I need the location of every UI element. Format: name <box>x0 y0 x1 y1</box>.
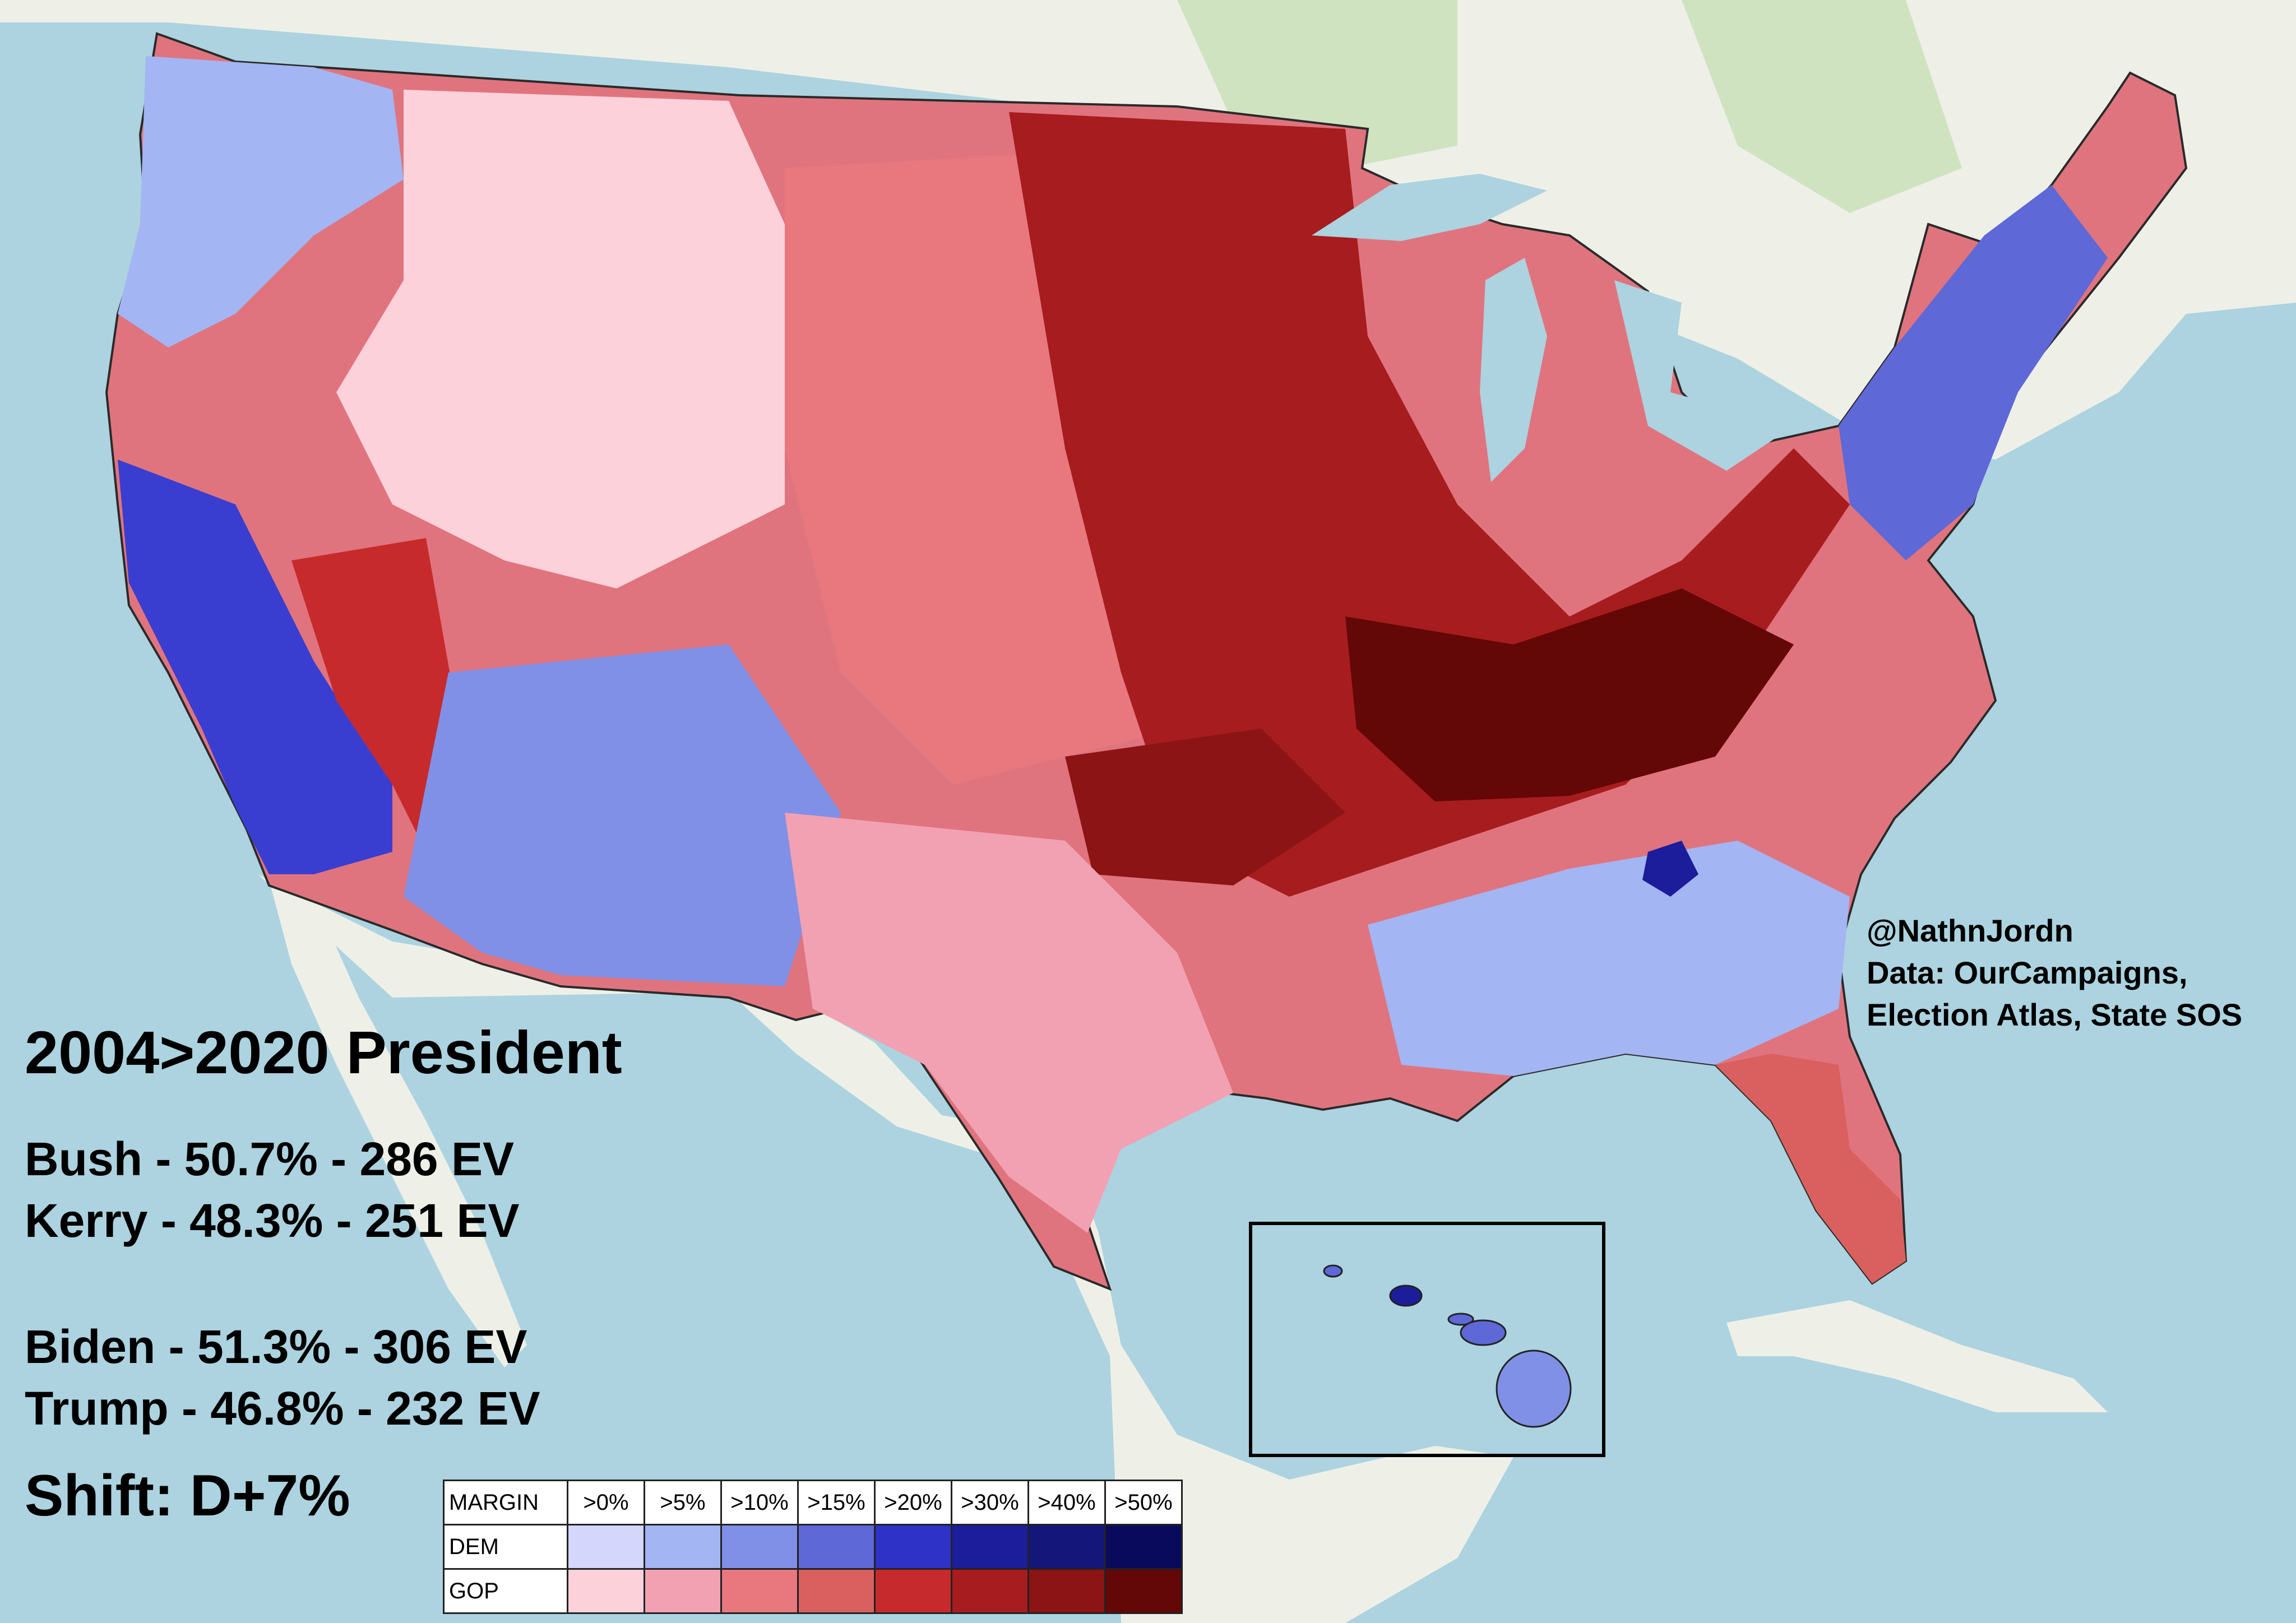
result-trump: Trump - 46.8% - 232 EV <box>25 1382 540 1435</box>
atlanta-dem-area <box>1642 841 1698 897</box>
legend-bin-label: >15% <box>797 1480 876 1525</box>
appalachia-deep-gop-region <box>1345 588 1794 801</box>
legend-swatch-dem <box>1104 1524 1183 1570</box>
legend-swatch-gop <box>874 1568 952 1614</box>
legend-bin-label: >40% <box>1027 1480 1106 1525</box>
pacific-northwest-dem-region <box>118 56 404 347</box>
result-biden: Biden - 51.3% - 306 EV <box>25 1320 527 1373</box>
legend-dem-row: DEM <box>443 1524 1183 1570</box>
mountain-west-region <box>336 90 785 588</box>
shift-summary: Shift: D+7% <box>25 1463 350 1528</box>
legend-swatch-gop <box>567 1568 645 1614</box>
legend-gop-row: GOP <box>443 1568 1183 1614</box>
nevada-gop-region <box>291 538 460 852</box>
legend-swatch-dem <box>644 1524 722 1570</box>
hawaii-islands <box>1323 1264 1572 1428</box>
margin-legend: MARGIN >0% >5% >10% >15% >20% >30% >40% … <box>443 1480 1183 1614</box>
legend-swatch-gop <box>1027 1568 1106 1614</box>
legend-dem-label: DEM <box>443 1524 568 1570</box>
legend-bin-label: >5% <box>644 1480 722 1525</box>
legend-bin-label: >30% <box>951 1480 1029 1525</box>
canada-land <box>0 0 2296 460</box>
southwest-dem-region <box>404 644 841 986</box>
northeast-dem-region <box>1839 185 2108 560</box>
legend-header: MARGIN <box>443 1480 568 1525</box>
southeast-mixed-region <box>1368 841 1850 1076</box>
ozarks-deep-gop-region <box>1065 729 1345 885</box>
legend-swatch-gop <box>951 1568 1029 1614</box>
mexico-land <box>258 874 1513 1623</box>
legend-swatch-dem <box>567 1524 645 1570</box>
hawaii-inset-frame <box>1249 1222 1605 1457</box>
legend-header-row: MARGIN >0% >5% >10% >15% >20% >30% >40% … <box>443 1480 1183 1525</box>
credit-author: @NathnJordn <box>1867 913 2073 948</box>
legend-swatch-gop <box>644 1568 722 1614</box>
florida-region <box>1715 1054 1906 1283</box>
credit-data-line2: Election Atlas, State SOS <box>1867 997 2243 1032</box>
result-bush: Bush - 50.7% - 286 EV <box>25 1133 515 1185</box>
lake-huron-erie <box>1614 280 1794 471</box>
legend-bin-label: >20% <box>874 1480 952 1525</box>
canada-forest <box>1177 0 1962 213</box>
legend-bin-label: >0% <box>567 1480 645 1525</box>
result-kerry: Kerry - 48.3% - 251 EV <box>25 1194 520 1247</box>
legend-bin-label: >50% <box>1104 1480 1183 1525</box>
legend-gop-label: GOP <box>443 1568 568 1614</box>
credit-data-line1: Data: OurCampaigns, <box>1867 955 2188 990</box>
map-title: 2004>2020 President <box>25 1018 622 1086</box>
west-coast-dem-region <box>118 460 392 874</box>
legend-swatch-dem <box>951 1524 1029 1570</box>
texas-mixed-region <box>785 813 1233 1233</box>
legend-bin-label: >10% <box>720 1480 799 1525</box>
legend-swatch-gop <box>797 1568 876 1614</box>
legend-swatch-dem <box>874 1524 952 1570</box>
legend-swatch-gop <box>720 1568 799 1614</box>
legend-swatch-dem <box>720 1524 799 1570</box>
legend-swatch-gop <box>1104 1568 1183 1614</box>
lake-michigan <box>1480 258 1547 482</box>
cuba-land <box>1726 1300 2108 1412</box>
legend-swatch-dem <box>797 1524 876 1570</box>
baja-peninsula <box>269 880 527 1367</box>
lake-superior <box>1312 174 1547 241</box>
legend-swatch-dem <box>1027 1524 1106 1570</box>
